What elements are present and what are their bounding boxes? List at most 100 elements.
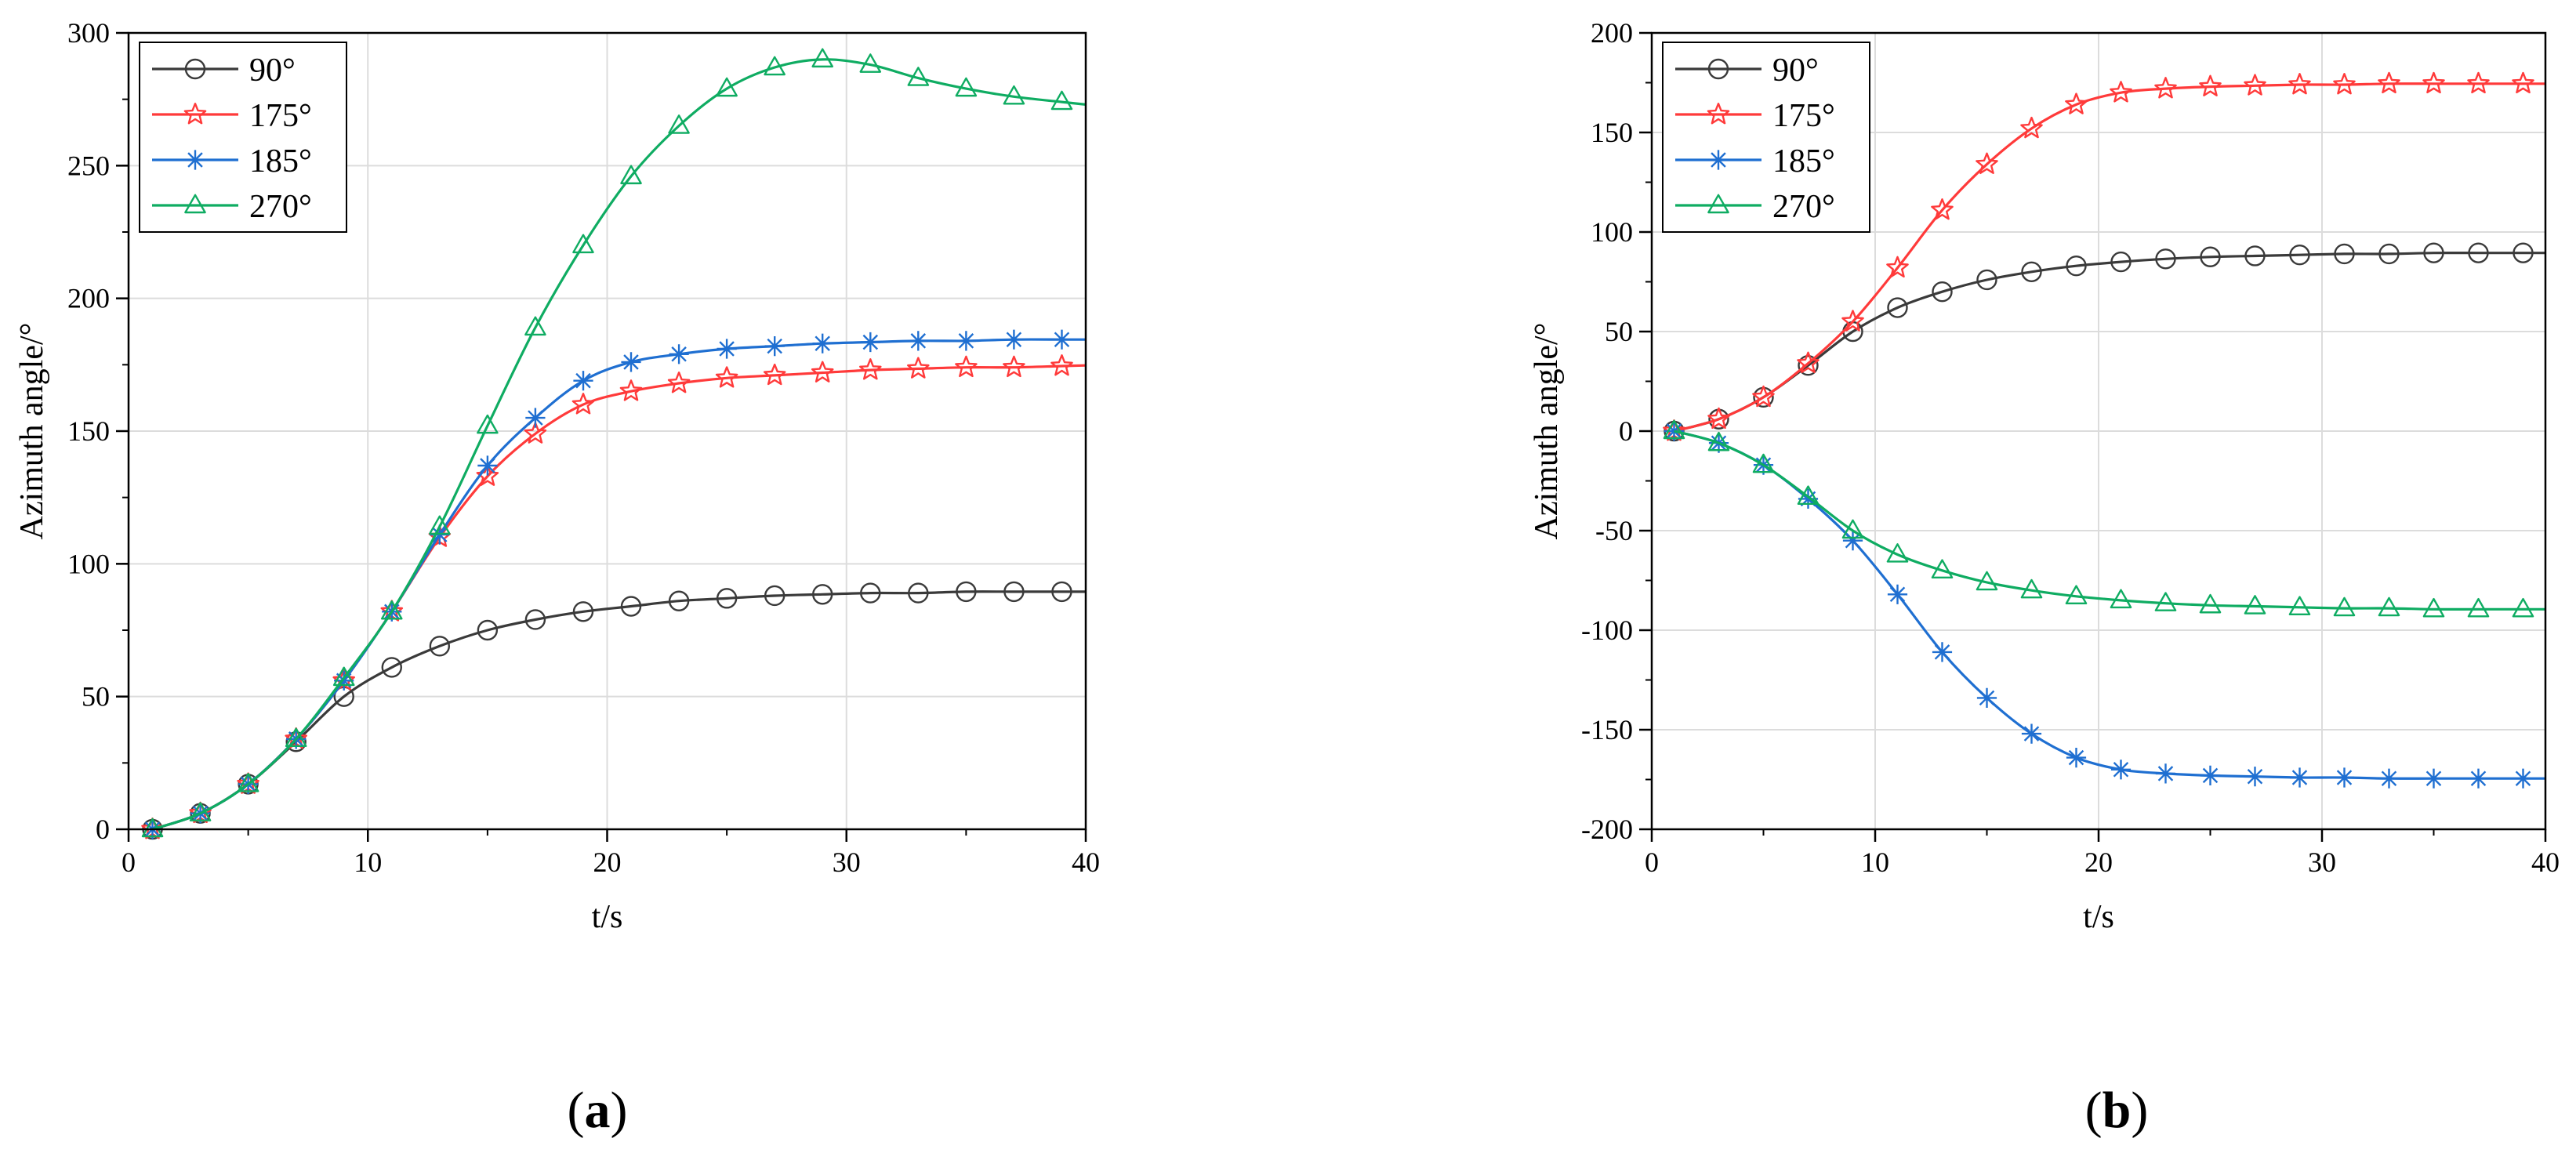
legend-marker-90° xyxy=(1707,58,1729,80)
data-point-175° xyxy=(1931,198,1954,220)
legend-label: 270° xyxy=(1772,189,1835,225)
data-point-270° xyxy=(1752,453,1775,473)
data-point-175° xyxy=(2244,74,2266,96)
data-point-90° xyxy=(572,601,594,622)
y-tick-label: 50 xyxy=(1605,316,1633,347)
data-point-270° xyxy=(141,818,164,838)
data-point-270° xyxy=(859,53,882,73)
data-point-185° xyxy=(334,670,354,691)
data-point-185° xyxy=(2378,768,2400,789)
data-point-90° xyxy=(908,582,929,604)
y-tick-label: -200 xyxy=(1581,814,1633,845)
data-point-90° xyxy=(2021,261,2042,282)
data-point-185° xyxy=(717,339,737,359)
y-tick-label: 300 xyxy=(67,17,110,49)
legend: 90° 175° 185° 270° xyxy=(139,42,347,233)
data-point-185° xyxy=(1976,687,1997,708)
x-tick-label: 0 xyxy=(1645,847,1659,878)
series-line-90° xyxy=(1674,252,2545,433)
data-point-185° xyxy=(477,455,498,476)
data-point-90° xyxy=(381,657,402,678)
data-point-185° xyxy=(2200,765,2221,785)
data-point-90° xyxy=(524,609,546,630)
series-line-185° xyxy=(1674,430,2545,780)
legend-label: 185° xyxy=(1772,143,1835,179)
legend-label: 90° xyxy=(249,53,296,89)
data-point-175° xyxy=(906,357,930,379)
data-point-175° xyxy=(2512,71,2534,94)
x-tick-label: 30 xyxy=(833,847,861,878)
data-point-270° xyxy=(429,515,451,535)
data-point-175° xyxy=(2378,71,2400,94)
legend-marker-185° xyxy=(1708,150,1729,170)
panel-a-label-close: ) xyxy=(611,1082,628,1139)
x-tick-label: 20 xyxy=(2084,847,2113,878)
data-point-270° xyxy=(2110,589,2132,609)
series-line-175° xyxy=(1674,82,2545,433)
data-point-270° xyxy=(811,48,834,68)
data-point-185° xyxy=(2334,767,2355,788)
data-point-270° xyxy=(1886,543,1909,563)
legend-marker-175° xyxy=(183,102,207,125)
data-point-270° xyxy=(2422,597,2445,618)
legend-marker-90° xyxy=(184,58,206,80)
data-point-270° xyxy=(2065,585,2088,605)
data-point-175° xyxy=(763,363,786,386)
data-point-270° xyxy=(1663,419,1685,440)
data-point-175° xyxy=(1797,351,1820,373)
data-point-185° xyxy=(1887,584,1908,604)
data-point-270° xyxy=(955,77,978,97)
data-point-90° xyxy=(2155,248,2176,270)
data-point-185° xyxy=(621,352,641,372)
data-point-270° xyxy=(189,802,212,821)
legend-marker-270° xyxy=(184,194,206,214)
data-point-90° xyxy=(2468,242,2489,263)
x-axis-title: t/s xyxy=(2083,899,2114,935)
data-point-90° xyxy=(620,596,642,617)
data-point-90° xyxy=(716,588,738,609)
panel-b-label-open: ( xyxy=(2085,1082,2103,1139)
data-point-270° xyxy=(2288,596,2311,615)
legend-marker-185° xyxy=(185,150,205,170)
plot-frame xyxy=(127,31,1087,831)
data-point-185° xyxy=(1003,329,1024,350)
data-point-90° xyxy=(1887,297,1908,318)
data-point-270° xyxy=(2333,596,2356,617)
data-point-90° xyxy=(956,581,977,603)
data-point-90° xyxy=(1976,269,1997,291)
data-point-185° xyxy=(1798,488,1819,509)
data-point-185° xyxy=(525,408,546,428)
data-point-270° xyxy=(332,666,355,687)
data-point-175° xyxy=(524,422,547,444)
data-point-175° xyxy=(2154,77,2177,99)
y-axis-title: Azimuth angle/° xyxy=(14,323,50,540)
panel-a-label-open: ( xyxy=(568,1082,585,1139)
data-point-90° xyxy=(2244,245,2266,266)
x-axis-title: t/s xyxy=(592,899,623,935)
data-point-185° xyxy=(669,344,689,364)
chart-panel-b: 0 10 20 30 40 -200 -150 -100 -50 0 50 100 150 200 t/s A… xyxy=(1529,17,2560,935)
data-point-175° xyxy=(1752,385,1775,408)
y-tick-label: 100 xyxy=(1591,216,1633,248)
data-point-175° xyxy=(2065,92,2088,114)
data-point-270° xyxy=(668,114,690,134)
panel-a-label: (a) xyxy=(568,1082,628,1139)
data-point-185° xyxy=(2155,763,2176,784)
legend-box xyxy=(139,42,347,233)
data-point-90° xyxy=(2110,251,2132,273)
legend-label: 175° xyxy=(1772,98,1835,134)
panel-b-label-letter: b xyxy=(2103,1082,2132,1139)
legend: 90° 175° 185° 270° xyxy=(1662,42,1870,233)
data-point-175° xyxy=(2422,71,2445,94)
data-point-90° xyxy=(2200,246,2221,267)
panel-b-label: (b) xyxy=(2085,1082,2149,1139)
data-point-175° xyxy=(1050,354,1073,376)
data-point-270° xyxy=(380,600,403,620)
data-point-90° xyxy=(2334,243,2355,265)
data-point-270° xyxy=(764,56,785,76)
data-point-270° xyxy=(1797,485,1820,506)
x-tick-label: 30 xyxy=(2308,847,2336,878)
data-point-270° xyxy=(477,414,499,434)
data-point-90° xyxy=(2513,242,2534,263)
